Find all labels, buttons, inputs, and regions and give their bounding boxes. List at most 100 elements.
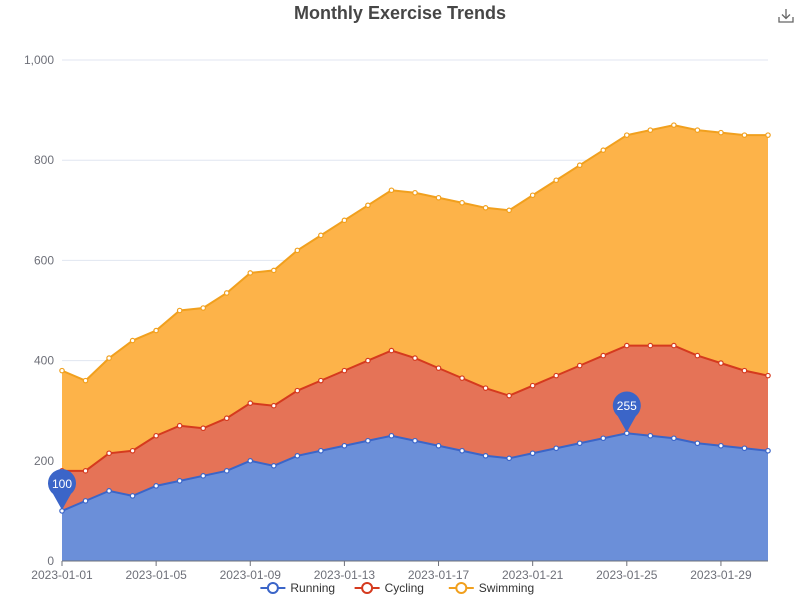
point-swimming[interactable] (82, 377, 89, 384)
point-swimming[interactable] (176, 307, 183, 314)
point-running[interactable] (718, 442, 724, 449)
point-cycling[interactable] (106, 450, 112, 457)
point-cycling[interactable] (223, 415, 230, 422)
point-running[interactable] (200, 473, 207, 479)
point-cycling[interactable] (741, 367, 748, 374)
point-running[interactable] (553, 445, 560, 452)
point-running[interactable] (529, 450, 536, 457)
point-swimming[interactable] (106, 355, 112, 361)
x-tick-label: 2023-01-17 (408, 568, 470, 582)
point-cycling[interactable] (435, 365, 442, 371)
legend-item-running[interactable]: Running (260, 581, 335, 595)
point-running[interactable] (647, 432, 654, 439)
point-cycling[interactable] (506, 392, 512, 399)
point-cycling[interactable] (270, 402, 277, 409)
point-cycling[interactable] (482, 385, 489, 391)
legend-item-swimming[interactable]: Swimming (448, 581, 534, 595)
point-running[interactable] (176, 478, 183, 484)
point-cycling[interactable] (576, 362, 583, 369)
point-swimming[interactable] (294, 247, 301, 254)
point-swimming[interactable] (247, 270, 254, 276)
point-swimming[interactable] (459, 199, 465, 206)
point-cycling[interactable] (365, 357, 371, 364)
point-cycling[interactable] (765, 372, 771, 379)
point-swimming[interactable] (365, 202, 371, 209)
point-running[interactable] (223, 468, 230, 474)
point-swimming[interactable] (412, 189, 418, 196)
point-cycling[interactable] (529, 382, 536, 389)
point-running[interactable] (576, 440, 583, 447)
point-swimming[interactable] (482, 204, 489, 211)
download-button[interactable] (778, 9, 794, 23)
point-swimming[interactable] (553, 177, 560, 184)
point-running[interactable] (82, 498, 89, 504)
point-swimming[interactable] (765, 132, 771, 138)
point-swimming[interactable] (647, 127, 654, 133)
point-swimming[interactable] (223, 290, 230, 296)
point-running[interactable] (318, 447, 324, 454)
legend[interactable]: Running Cycling Swimming (260, 581, 534, 595)
point-running[interactable] (294, 452, 301, 459)
x-tick-label: 2023-01-21 (502, 568, 564, 582)
point-swimming[interactable] (200, 305, 207, 311)
legend-item-cycling[interactable]: Cycling (354, 581, 424, 595)
point-running[interactable] (694, 440, 701, 447)
point-running[interactable] (435, 442, 442, 449)
point-running[interactable] (412, 437, 418, 444)
point-swimming[interactable] (576, 162, 583, 169)
point-running[interactable] (106, 488, 112, 494)
point-running[interactable] (600, 435, 607, 442)
point-swimming[interactable] (506, 207, 512, 214)
point-cycling[interactable] (153, 432, 159, 439)
point-running[interactable] (671, 435, 677, 442)
point-cycling[interactable] (176, 422, 183, 429)
point-swimming[interactable] (718, 129, 724, 136)
point-cycling[interactable] (459, 375, 465, 381)
point-running[interactable] (459, 447, 465, 454)
point-running[interactable] (247, 457, 254, 464)
point-swimming[interactable] (318, 232, 324, 239)
point-running[interactable] (341, 442, 348, 449)
point-cycling[interactable] (129, 447, 136, 454)
point-swimming[interactable] (270, 267, 277, 274)
point-swimming[interactable] (741, 132, 748, 138)
point-swimming[interactable] (435, 194, 442, 201)
point-swimming[interactable] (671, 122, 677, 128)
point-cycling[interactable] (671, 342, 677, 349)
point-swimming[interactable] (694, 127, 701, 133)
point-cycling[interactable] (412, 355, 418, 361)
point-cycling[interactable] (647, 342, 654, 349)
point-cycling[interactable] (82, 468, 89, 474)
point-swimming[interactable] (529, 192, 536, 199)
pin-marker (48, 469, 77, 510)
point-running[interactable] (506, 455, 512, 462)
y-tick-label: 400 (34, 354, 54, 368)
point-cycling[interactable] (294, 387, 301, 394)
point-cycling[interactable] (623, 342, 630, 349)
point-swimming[interactable] (341, 217, 348, 224)
point-running[interactable] (270, 463, 277, 469)
point-cycling[interactable] (694, 352, 701, 359)
point-cycling[interactable] (388, 347, 395, 354)
point-swimming[interactable] (623, 132, 630, 138)
point-swimming[interactable] (129, 337, 136, 344)
point-cycling[interactable] (718, 360, 724, 366)
point-running[interactable] (365, 437, 371, 444)
point-cycling[interactable] (318, 377, 324, 384)
point-swimming[interactable] (59, 367, 65, 374)
point-running[interactable] (388, 432, 395, 439)
point-swimming[interactable] (153, 327, 159, 334)
point-swimming[interactable] (600, 147, 607, 153)
point-cycling[interactable] (341, 367, 348, 374)
point-running[interactable] (129, 493, 136, 499)
y-tick-label: 600 (34, 253, 54, 267)
point-cycling[interactable] (553, 372, 560, 379)
point-swimming[interactable] (388, 187, 395, 194)
point-running[interactable] (741, 445, 748, 452)
point-cycling[interactable] (200, 425, 207, 432)
point-cycling[interactable] (600, 352, 607, 359)
point-running[interactable] (482, 452, 489, 459)
point-running[interactable] (765, 447, 771, 454)
point-cycling[interactable] (247, 400, 254, 406)
point-running[interactable] (153, 483, 159, 489)
